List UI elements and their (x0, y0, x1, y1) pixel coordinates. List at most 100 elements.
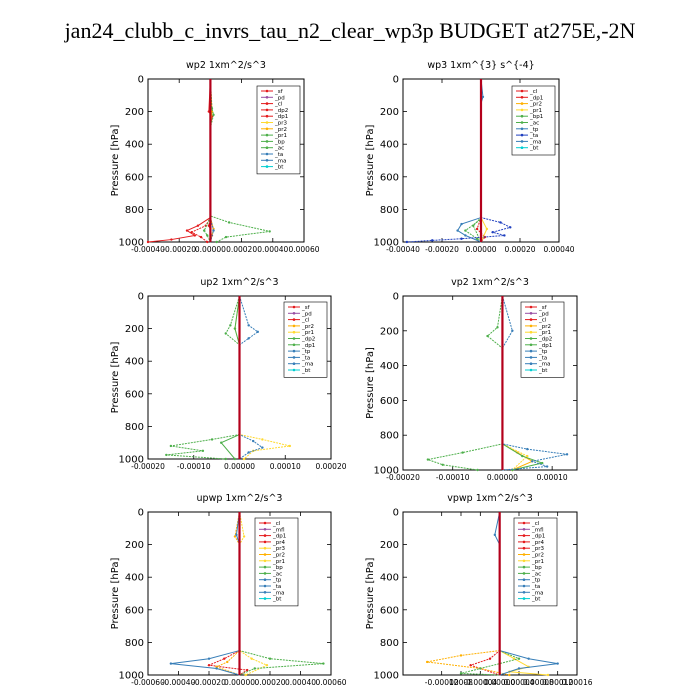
x-tick-label: 0.00012 (542, 678, 573, 687)
legend-entry: _pr1 (301, 330, 314, 336)
legend-marker (265, 127, 269, 131)
x-tick-label: -0.00004 (463, 678, 497, 687)
legend-entry: _pr3 (272, 546, 286, 552)
data-point (431, 239, 434, 242)
data-point (426, 458, 430, 461)
legend-entry: _bt (531, 597, 541, 603)
data-point (476, 468, 479, 472)
y-axis-label: Pressure [hPa] (110, 125, 121, 197)
x-tick-label: -0.00020 (131, 462, 165, 471)
legend-entry: _sf (301, 305, 311, 311)
y-tick-label: 0 (393, 292, 399, 303)
series-line-dp2 (166, 295, 240, 460)
series-line-tp (494, 511, 558, 676)
y-tick-label: 800 (125, 638, 144, 649)
y-tick-label: 400 (125, 573, 144, 584)
series-line-pr1 (209, 78, 270, 243)
legend-entry: _dp1 (301, 343, 315, 349)
legend-entry: _ac (531, 571, 541, 577)
plot-frame (147, 78, 305, 243)
legend-marker (265, 146, 269, 149)
x-tick-label: 0.00020 (315, 462, 346, 471)
data-point (233, 457, 237, 461)
data-point (460, 237, 463, 240)
y-tick-label: 1000 (374, 671, 399, 682)
y-tick-label: 0 (393, 508, 399, 519)
y-tick-label: 200 (125, 540, 144, 551)
data-point (233, 535, 237, 538)
y-tick-label: 400 (125, 140, 144, 151)
legend-entry: _pd (274, 95, 285, 101)
y-tick-label: 600 (125, 605, 144, 616)
legend-entry: _ma (531, 590, 543, 596)
data-point (165, 453, 168, 457)
data-point (212, 229, 215, 232)
data-point (541, 461, 544, 465)
legend-box (513, 517, 558, 607)
legend-marker (522, 559, 526, 563)
legend-entry: _pr2 (272, 553, 285, 559)
data-point (425, 660, 429, 664)
data-point (193, 234, 196, 237)
y-tick-label: 400 (380, 140, 399, 151)
chart-title: vpwp 1xm^2/s^3 (447, 493, 533, 504)
data-point (215, 240, 218, 244)
legend-entry: _ac (274, 146, 284, 152)
legend-entry: _pr3 (531, 546, 545, 552)
y-axis-label: Pressure [hPa] (365, 125, 376, 197)
chart-title: wp2 1xm^2/s^3 (186, 60, 266, 71)
data-point (242, 457, 246, 461)
y-tick-label: 800 (380, 431, 399, 442)
legend-marker (292, 356, 296, 359)
panel-vpwp: vpwp 1xm^2/s^3 Pressure [hPa] 0 200 400 600 80… (365, 493, 593, 687)
data-point (242, 535, 246, 538)
panel-wp2: wp2 1xm^2/s^3 Pressure [hPa] 0 200 400 600 800… (110, 60, 320, 254)
legend-marker (529, 349, 533, 353)
x-tick-label: 0.00060 (315, 678, 346, 687)
data-point (169, 444, 173, 448)
legend-entry: _pd (301, 311, 312, 317)
x-tick-label: 0.00000 (487, 473, 518, 482)
legend-marker (263, 528, 267, 531)
legend-box (256, 85, 301, 175)
legend-marker (529, 305, 533, 309)
legend-entry: _pr2 (301, 324, 314, 330)
legend-marker (529, 337, 533, 340)
y-tick-label: 1000 (374, 466, 399, 477)
legend-marker (265, 140, 269, 143)
data-point (464, 229, 467, 232)
legend-marker (529, 318, 533, 321)
data-point (215, 667, 218, 670)
data-point (224, 235, 228, 239)
y-axis-label: Pressure [hPa] (365, 558, 376, 630)
legend-entry: _bt (301, 368, 311, 374)
legend-entry: _mfl (531, 527, 544, 533)
data-point (247, 451, 250, 454)
legend-marker (522, 546, 526, 550)
x-tick-label: 0.00020 (254, 678, 285, 687)
legend-entry: _tp (301, 349, 311, 355)
y-tick-label: 0 (393, 75, 399, 86)
chart-title: up2 1xm^2/s^3 (200, 277, 278, 288)
data-point (210, 438, 214, 441)
x-tick-label: 0.00010 (270, 462, 301, 471)
chart-title: upwp 1xm^2/s^3 (197, 493, 283, 504)
x-tick-label: 0.00020 (226, 245, 257, 254)
data-point (491, 231, 494, 234)
data-point (207, 657, 211, 660)
legend-entry: _pr1 (538, 330, 551, 336)
x-tick-label: -0.00020 (386, 473, 420, 482)
x-tick-label: 0.00040 (285, 678, 316, 687)
data-point (190, 231, 193, 234)
legend-entry: _ma (538, 362, 550, 368)
legend-marker (292, 362, 296, 366)
legend-marker (265, 152, 269, 156)
data-point (441, 463, 444, 466)
legend-entry: _ta (529, 133, 538, 139)
legend-entry: _pr2 (531, 553, 544, 559)
y-axis-label: Pressure [hPa] (365, 347, 376, 419)
x-tick-label: 0.00000 (465, 245, 496, 254)
legend-entry: _dp1 (531, 534, 545, 540)
legend-marker (522, 540, 526, 544)
